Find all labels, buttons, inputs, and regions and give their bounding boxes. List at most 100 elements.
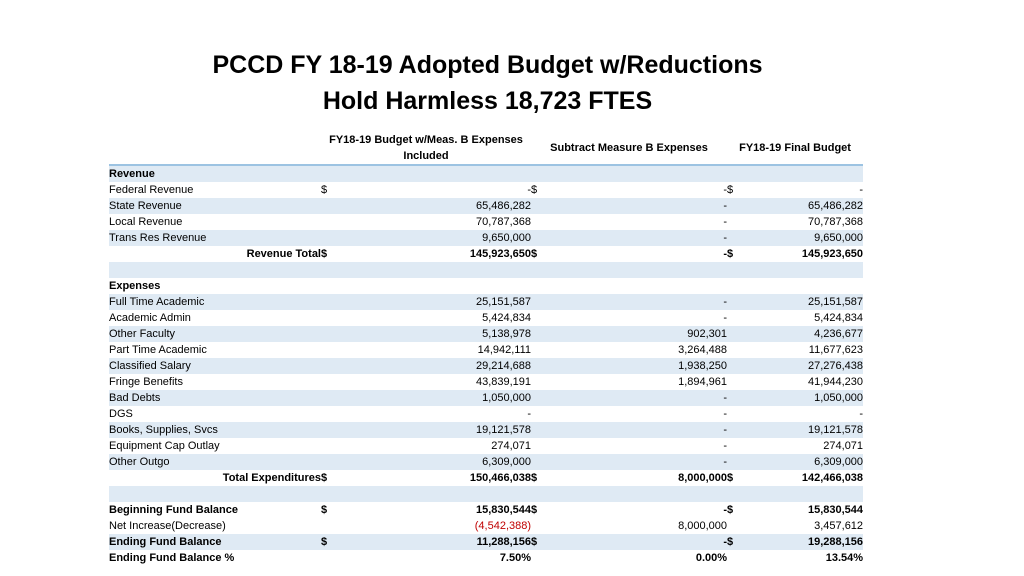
ending-fund-balance-row: Ending Fund Balance $ 11,288,156 $ - $ 1… — [109, 534, 864, 550]
currency-symbol: $ — [321, 248, 328, 260]
cell-budget: 7.50% — [499, 552, 532, 564]
ending-fund-balance-pct-row: Ending Fund Balance % 7.50% 0.00% 13.54% — [109, 550, 863, 566]
table-row: Bad Debts 1,050,000 - 1,050,000 — [109, 390, 864, 406]
cell-measure-b: 1,938,250 — [576, 358, 728, 374]
total-row-expenditures: Total Expenditures $ 150,466,038 $ 8,000… — [109, 470, 863, 486]
cell-budget: 1,050,000 — [366, 390, 532, 406]
cell-budget: 29,214,688 — [366, 358, 532, 374]
section-label: Expenses — [109, 280, 161, 292]
spacer-row — [109, 262, 864, 278]
cell-final: - — [859, 184, 864, 196]
cell-measure-b: 8,000,000 — [678, 520, 728, 532]
currency-symbol: $ — [727, 184, 734, 196]
row-label: DGS — [109, 408, 133, 420]
cell-final: 27,276,438 — [772, 358, 864, 374]
cell-budget: 274,071 — [491, 440, 532, 452]
cell-final: 15,830,544 — [807, 504, 864, 516]
cell-budget: 9,650,000 — [366, 230, 532, 246]
table-row: Full Time Academic 25,151,587 - 25,151,5… — [109, 294, 864, 310]
cell-measure-b: - — [576, 198, 728, 214]
row-label: Federal Revenue — [109, 184, 194, 196]
table-row: Local Revenue 70,787,368 - 70,787,368 — [109, 214, 863, 230]
cell-final: 65,486,282 — [772, 198, 864, 214]
table-row: Part Time Academic 14,942,111 3,264,488 … — [109, 342, 863, 358]
cell-measure-b: - — [576, 454, 728, 470]
cell-measure-b: - — [723, 504, 728, 516]
row-label: Books, Supplies, Svcs — [109, 422, 321, 438]
cell-budget: 150,466,038 — [469, 472, 532, 484]
cell-final: 274,071 — [823, 440, 864, 452]
table-row: State Revenue 65,486,282 - 65,486,282 — [109, 198, 864, 214]
cell-measure-b: - — [723, 248, 728, 260]
section-label: Revenue — [109, 165, 321, 182]
row-label: Fringe Benefits — [109, 376, 183, 388]
cell-measure-b: 1,894,961 — [678, 376, 728, 388]
table-row: DGS - - - — [109, 406, 863, 422]
cell-measure-b: - — [723, 440, 728, 452]
cell-final: 145,923,650 — [801, 248, 864, 260]
section-header-revenue: Revenue — [109, 165, 864, 182]
currency-symbol: $ — [531, 504, 538, 516]
row-label: Other Faculty — [109, 326, 321, 342]
table-row: Fringe Benefits 43,839,191 1,894,961 41,… — [109, 374, 863, 390]
row-label: Net Increase(Decrease) — [109, 520, 226, 532]
row-label: Part Time Academic — [109, 344, 207, 356]
cell-measure-b: 8,000,000 — [678, 472, 728, 484]
page-title: PCCD FY 18-19 Adopted Budget w/Reduction… — [212, 51, 763, 79]
row-label: Trans Res Revenue — [109, 230, 321, 246]
cell-budget: 70,787,368 — [475, 216, 532, 228]
cell-final: 142,466,038 — [801, 472, 864, 484]
currency-symbol: $ — [727, 504, 734, 516]
cell-budget: 15,830,544 — [475, 504, 532, 516]
row-label: Full Time Academic — [109, 294, 321, 310]
total-label: Revenue Total — [246, 248, 321, 260]
cell-final: 19,288,156 — [772, 534, 864, 550]
table-row: Classified Salary 29,214,688 1,938,250 2… — [109, 358, 864, 374]
page-subtitle: Hold Harmless 18,723 FTES — [322, 87, 653, 115]
cell-final: - — [859, 408, 864, 420]
table-row: Federal Revenue $ - $ - $ - — [109, 182, 863, 198]
cell-final: 6,309,000 — [772, 454, 864, 470]
cell-budget: 19,121,578 — [366, 422, 532, 438]
table-row: Books, Supplies, Svcs 19,121,578 - 19,12… — [109, 422, 864, 438]
cell-budget: 5,424,834 — [482, 312, 532, 324]
row-label: Academic Admin — [109, 312, 191, 324]
cell-measure-b: - — [576, 230, 728, 246]
cell-measure-b: - — [576, 534, 728, 550]
cell-final: 13.54% — [825, 552, 864, 564]
cell-final: 9,650,000 — [772, 230, 864, 246]
row-label: Local Revenue — [109, 216, 183, 228]
cell-budget: 5,138,978 — [366, 326, 532, 342]
cell-measure-b: - — [576, 422, 728, 438]
cell-final: 3,457,612 — [814, 520, 864, 532]
currency-symbol: $ — [321, 472, 328, 484]
budget-table: FY18-19 Budget w/Meas. B Expenses Includ… — [109, 132, 864, 566]
currency-symbol: $ — [531, 248, 538, 260]
cell-budget: 145,923,650 — [469, 248, 532, 260]
cell-measure-b: - — [723, 408, 728, 420]
column-header-final: FY18-19 Final Budget — [727, 132, 864, 166]
cell-final: 4,236,677 — [772, 326, 864, 342]
cell-measure-b: 3,264,488 — [678, 344, 728, 356]
cell-budget: 43,839,191 — [475, 376, 532, 388]
currency-symbol: $ — [727, 472, 734, 484]
table-row: Trans Res Revenue 9,650,000 - 9,650,000 — [109, 230, 864, 246]
cell-final: 41,944,230 — [807, 376, 864, 388]
row-label: Equipment Cap Outlay — [109, 440, 220, 452]
cell-budget: 25,151,587 — [366, 294, 532, 310]
cell-budget: 6,309,000 — [366, 454, 532, 470]
cell-measure-b: - — [576, 294, 728, 310]
cell-final: 19,121,578 — [772, 422, 864, 438]
currency-symbol: $ — [531, 472, 538, 484]
cell-final: 1,050,000 — [772, 390, 864, 406]
cell-measure-b: - — [723, 216, 728, 228]
row-label: Ending Fund Balance % — [109, 552, 235, 564]
cell-measure-b: 0.00% — [695, 552, 728, 564]
cell-budget: (4,542,388) — [474, 520, 532, 532]
row-label: Classified Salary — [109, 358, 321, 374]
spacer-row — [109, 486, 864, 502]
table-row: Other Outgo 6,309,000 - 6,309,000 — [109, 454, 864, 470]
currency-symbol: $ — [727, 534, 773, 550]
currency-symbol: $ — [531, 184, 538, 196]
cell-final: 5,424,834 — [814, 312, 864, 324]
